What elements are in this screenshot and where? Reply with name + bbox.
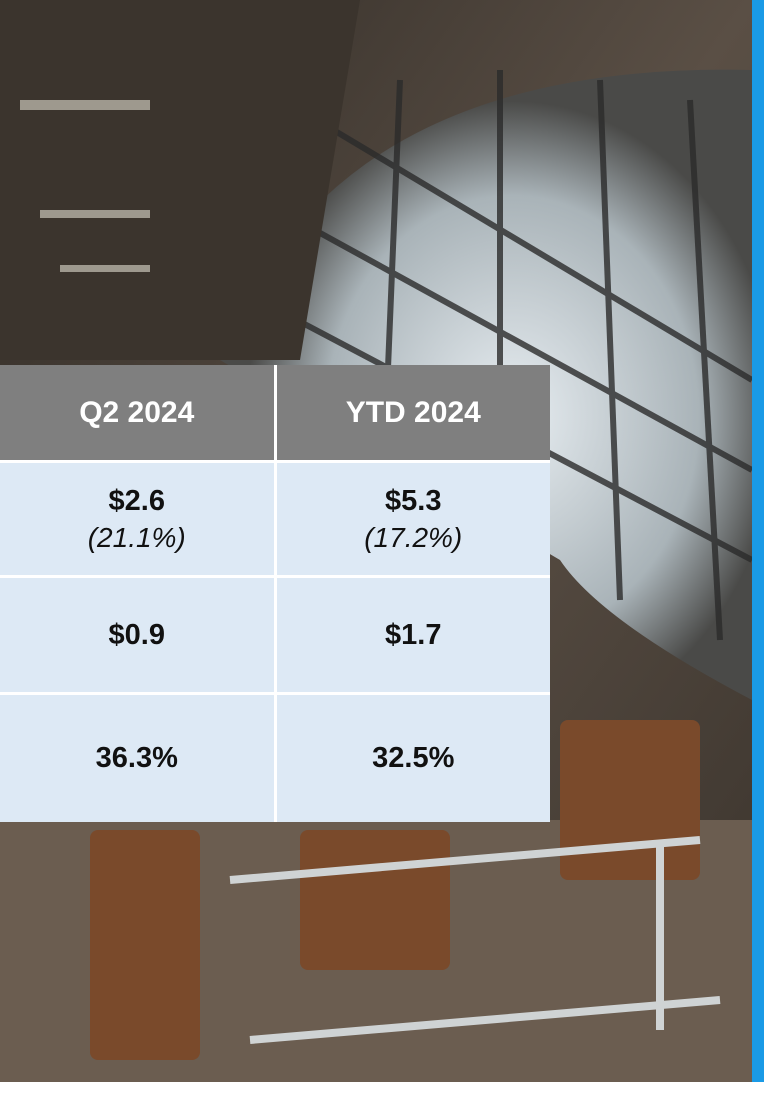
table-cell: $1.7: [275, 577, 550, 694]
cell-value: 32.5%: [277, 742, 551, 775]
table-cell: $2.6 (21.1%): [0, 462, 275, 577]
table-cell: 36.3%: [0, 694, 275, 822]
cell-value: 36.3%: [0, 742, 274, 775]
column-header: Q2 2024: [0, 365, 275, 462]
cell-value: $2.6: [0, 485, 274, 518]
column-header: YTD 2024: [275, 365, 550, 462]
cell-note: (21.1%): [0, 522, 274, 554]
page: Q2 2024YTD 2024 $2.6 (21.1%)$5.3 (17.2%) $0…: [0, 0, 764, 1107]
table-cell: 32.5%: [275, 694, 550, 822]
cell-value: $5.3: [277, 485, 551, 518]
table-cell: $5.3 (17.2%): [275, 462, 550, 577]
table-row: $0.9$1.7: [0, 577, 550, 694]
cell-note: (17.2%): [277, 522, 551, 554]
cell-value: $0.9: [0, 619, 274, 652]
cell-value: $1.7: [277, 619, 551, 652]
table-row: 36.3%32.5%: [0, 694, 550, 822]
accent-bar: [752, 0, 764, 1082]
table-row: $2.6 (21.1%)$5.3 (17.2%): [0, 462, 550, 577]
table-cell: $0.9: [0, 577, 275, 694]
